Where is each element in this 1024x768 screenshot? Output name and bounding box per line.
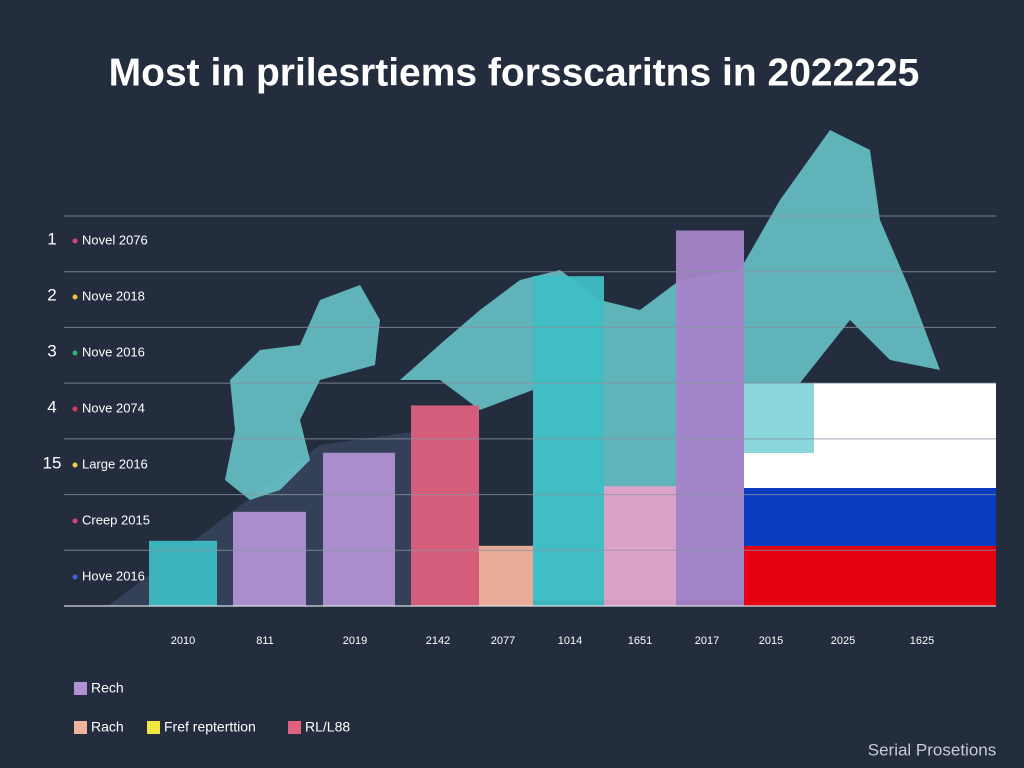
row-label: Novel 2076 (82, 232, 148, 247)
flag-blue (744, 488, 996, 546)
footer: Serial Prosetions (868, 740, 997, 759)
bar (676, 230, 744, 606)
row-label: Nove 2074 (82, 400, 145, 415)
row-label: Large 2016 (82, 456, 148, 471)
bar (323, 452, 395, 606)
row-dot (72, 574, 78, 580)
legend-label: Rech (91, 680, 124, 696)
bar (604, 486, 676, 606)
x-tick-label: 2015 (759, 635, 783, 647)
legend-swatch (288, 721, 301, 734)
x-tick-label: 2017 (695, 635, 719, 647)
x-tick-label: 2010 (171, 635, 195, 647)
x-tick-label: 2025 (831, 635, 855, 647)
x-tick-label: 2142 (426, 635, 450, 647)
flag-red (744, 546, 996, 606)
row-label: Nove 2018 (82, 288, 145, 303)
row-number: 2 (47, 285, 56, 304)
row-dot (72, 238, 78, 244)
bar (233, 511, 306, 606)
row-dot (72, 518, 78, 524)
x-tick-label: 1625 (910, 635, 934, 647)
row-label: Nove 2016 (82, 344, 145, 359)
legend-swatch (74, 721, 87, 734)
map-shape (744, 383, 814, 453)
row-number: 1 (47, 229, 56, 248)
bar (533, 276, 604, 606)
row-dot (72, 294, 78, 300)
legend-label: RL/L88 (305, 719, 350, 735)
row-dot (72, 406, 78, 412)
row-number: 15 (43, 453, 62, 472)
row-label: Creep 2015 (82, 512, 150, 527)
legend-swatch (74, 682, 87, 695)
row-dot (72, 462, 78, 468)
map-shape (225, 285, 380, 500)
legend-label: Fref repterttion (164, 719, 256, 735)
chart-title: Most in prilesrtiems forsscaritns in 202… (109, 51, 920, 94)
bar (411, 405, 479, 606)
bar (479, 545, 533, 606)
legend-swatch (147, 721, 160, 734)
x-tick-label: 1014 (558, 635, 582, 647)
x-tick-label: 811 (256, 635, 274, 647)
x-tick-label: 1651 (628, 635, 652, 647)
row-label: Hove 2016 (82, 568, 145, 583)
legend-label: Rach (91, 719, 124, 735)
row-number: 3 (47, 341, 56, 360)
row-number: 4 (47, 397, 56, 416)
x-tick-label: 2019 (343, 635, 367, 647)
row-dot (72, 350, 78, 356)
x-tick-label: 2077 (491, 635, 515, 647)
bar (149, 540, 217, 606)
